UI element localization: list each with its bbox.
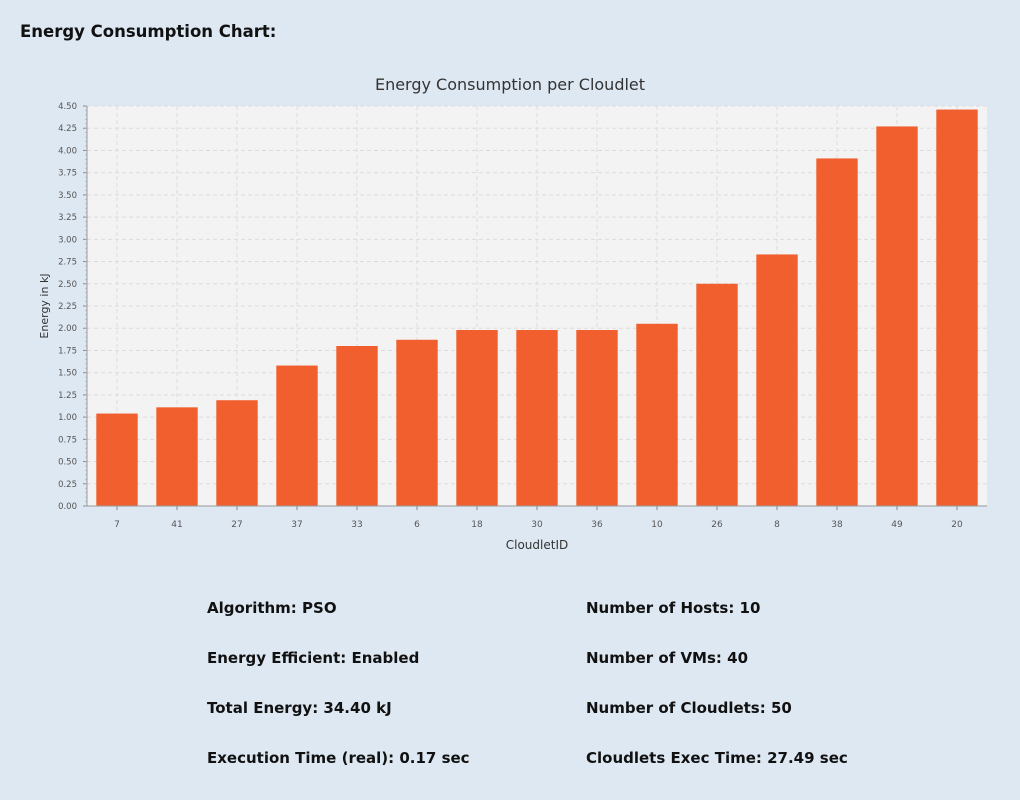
energy-bar-chart: Energy Consumption per Cloudlet 0.00 0.25… <box>38 75 987 552</box>
x-tick-label: 27 <box>231 520 242 530</box>
x-tick-label: 8 <box>774 520 780 530</box>
x-tick-label: 36 <box>591 520 603 530</box>
y-tick-label: 1.00 <box>58 413 77 423</box>
page-heading: Energy Consumption Chart: <box>20 22 277 41</box>
stat-algorithm: Algorithm: PSO <box>207 599 337 617</box>
bar-cloudlet-27 <box>216 400 258 506</box>
y-tick-label: 2.75 <box>58 258 77 268</box>
x-tick-label: 38 <box>831 520 843 530</box>
y-tick-label: 4.50 <box>58 102 77 112</box>
y-axis-label: Energy in kJ <box>38 273 51 338</box>
x-tick-label: 30 <box>531 520 543 530</box>
bar-cloudlet-7 <box>96 413 138 506</box>
y-tick-label: 2.50 <box>58 280 77 290</box>
x-tick-label: 41 <box>171 520 182 530</box>
stat-execution-time: Execution Time (real): 0.17 sec <box>207 749 470 767</box>
bar-cloudlet-30 <box>516 330 558 506</box>
bar-cloudlet-41 <box>156 407 198 506</box>
bar-cloudlet-20 <box>936 109 978 507</box>
y-tick-label: 3.00 <box>58 235 77 245</box>
x-tick-label: 18 <box>471 520 483 530</box>
bar-series <box>96 109 978 507</box>
x-tick-label: 7 <box>114 520 120 530</box>
axes: 0.00 0.25 0.50 0.75 1.00 1.25 1.50 1.75 2.00 2.25… <box>58 102 987 530</box>
bar-cloudlet-18 <box>456 330 498 506</box>
y-tick-label: 2.00 <box>58 324 77 334</box>
x-tick-label: 20 <box>951 520 963 530</box>
x-tick-label: 49 <box>891 520 903 530</box>
y-tick-label: 0.25 <box>58 480 77 490</box>
y-tick-label: 2.25 <box>58 302 77 312</box>
bar-cloudlet-26 <box>696 283 738 506</box>
y-tick-label: 4.25 <box>58 124 77 134</box>
bar-cloudlet-6 <box>396 339 438 506</box>
bar-cloudlet-36 <box>576 330 618 506</box>
x-tick-label: 6 <box>414 520 420 530</box>
stat-energy-efficient: Energy Efficient: Enabled <box>207 649 420 667</box>
y-tick-label: 4.00 <box>58 146 77 156</box>
stat-vms: Number of VMs: 40 <box>586 649 749 667</box>
y-tick-label: 1.75 <box>58 346 77 356</box>
chart-title: Energy Consumption per Cloudlet <box>375 75 645 94</box>
y-tick-label: 3.50 <box>58 191 77 201</box>
bar-cloudlet-49 <box>876 126 918 506</box>
x-tick-label: 37 <box>291 520 302 530</box>
bar-cloudlet-38 <box>816 158 858 506</box>
bar-cloudlet-37 <box>276 365 318 506</box>
stat-total-energy: Total Energy: 34.40 kJ <box>207 699 392 717</box>
x-tick-label: 33 <box>351 520 362 530</box>
x-axis-label: CloudletID <box>506 538 568 552</box>
bar-cloudlet-33 <box>336 346 378 506</box>
y-tick-label: 0.50 <box>58 458 77 468</box>
y-tick-label: 0.00 <box>58 502 77 512</box>
bar-cloudlet-10 <box>636 323 678 506</box>
y-tick-label: 3.25 <box>58 213 77 223</box>
stat-cloudlets-exec-time: Cloudlets Exec Time: 27.49 sec <box>586 749 848 767</box>
stat-cloudlets: Number of Cloudlets: 50 <box>586 699 792 717</box>
x-tick-label: 26 <box>711 520 723 530</box>
y-tick-label: 3.75 <box>58 169 77 179</box>
y-tick-label: 0.75 <box>58 435 77 445</box>
stat-hosts: Number of Hosts: 10 <box>586 599 761 617</box>
bar-cloudlet-8 <box>756 254 798 506</box>
y-tick-label: 1.25 <box>58 391 77 401</box>
y-tick-label: 1.50 <box>58 369 77 379</box>
x-tick-label: 10 <box>651 520 663 530</box>
